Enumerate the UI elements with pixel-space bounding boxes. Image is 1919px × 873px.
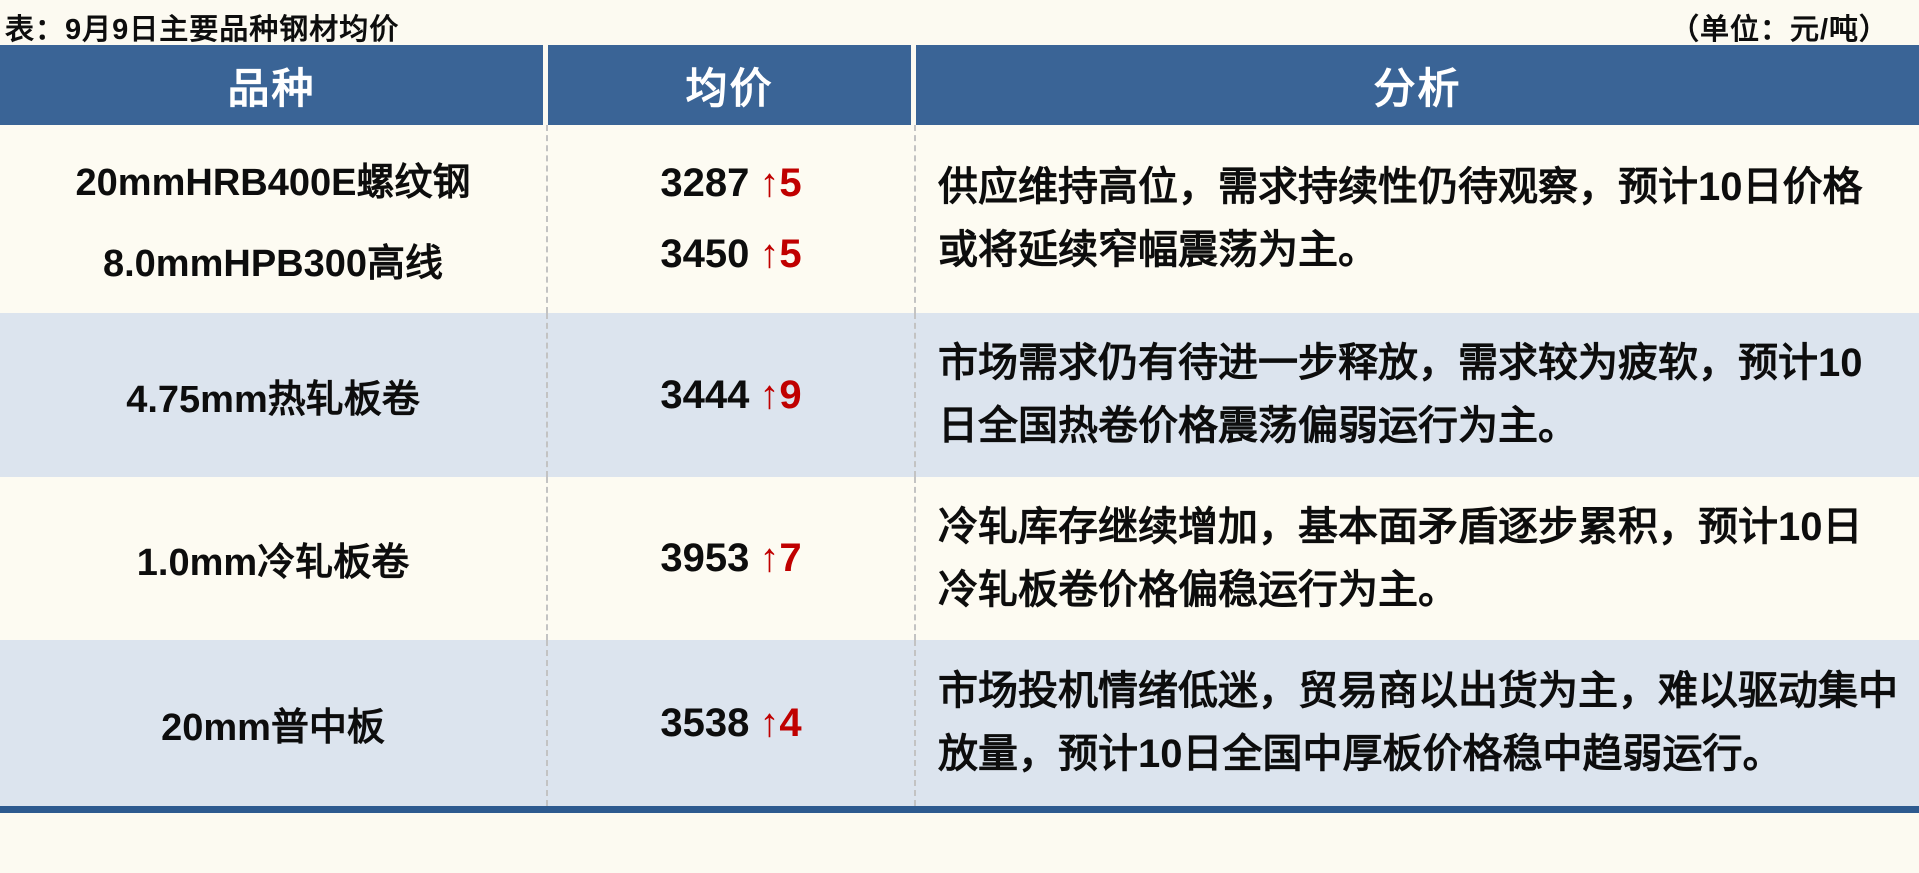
- unit-note: （单位：元/吨）: [1669, 14, 1889, 46]
- price-cell: 3953 ↑7: [548, 477, 916, 640]
- price-change-up: ↑5: [759, 161, 802, 205]
- price-value: 3287: [660, 161, 750, 205]
- column-header-avg-price: 均价: [548, 45, 916, 125]
- analysis-cell: 市场需求仍有待进一步释放，需求较为疲软，预计10 日全国热卷价格震荡偏弱运行为主…: [916, 313, 1919, 477]
- analysis-cell: 市场投机情绪低迷，贸易商以出货为主，难以驱动集中 放量，预计10日全国中厚板价格…: [916, 640, 1919, 806]
- price-change-up: ↑7: [759, 536, 802, 580]
- price-line: 3287 ↑5: [660, 161, 801, 206]
- price-cell: 3444 ↑9: [548, 313, 916, 477]
- analysis-text-line: 日全国热卷价格震荡偏弱运行为主。: [938, 404, 1578, 448]
- analysis-text-line: 放量，预计10日全国中厚板价格稳中趋弱运行。: [938, 732, 1783, 776]
- variety-name: 1.0mm冷轧板卷: [136, 542, 410, 584]
- variety-name: 20mm普中板: [161, 706, 385, 749]
- table-row: 20mmHRB400E螺纹钢 8.0mmHPB300高线 3287 ↑5 345…: [0, 125, 1919, 313]
- analysis-text-line: 或将延续窄幅震荡为主。: [938, 228, 1378, 272]
- price-change-up: ↑5: [759, 232, 802, 276]
- analysis-cell: 冷轧库存继续增加，基本面矛盾逐步累积，预计10日 冷轧板卷价格偏稳运行为主。: [916, 477, 1919, 640]
- price-change-up: ↑9: [759, 372, 802, 417]
- variety-name: 20mmHRB400E螺纹钢: [75, 162, 471, 204]
- title-bar: 表：9月9日主要品种钢材均价 （单位：元/吨）: [0, 0, 1919, 46]
- variety-name: 8.0mmHPB300高线: [102, 243, 444, 285]
- page-title: 表：9月9日主要品种钢材均价: [5, 14, 400, 46]
- table-header-row: 品种 均价 分析: [0, 45, 1919, 125]
- analysis-text-line: 冷轧板卷价格偏稳运行为主。: [938, 567, 1458, 612]
- price-change-up: ↑4: [759, 700, 802, 745]
- price-value: 3450: [660, 232, 750, 276]
- analysis-text-line: 市场投机情绪低迷，贸易商以出货为主，难以驱动集中: [938, 669, 1898, 713]
- table-row: 4.75mm热轧板卷 3444 ↑9 市场需求仍有待进一步释放，需求较为疲软，预…: [0, 313, 1919, 477]
- table-row: 20mm普中板 3538 ↑4 市场投机情绪低迷，贸易商以出货为主，难以驱动集中…: [0, 640, 1919, 806]
- table-row: 1.0mm冷轧板卷 3953 ↑7 冷轧库存继续增加，基本面矛盾逐步累积，预计1…: [0, 477, 1919, 640]
- price-line: 3538 ↑4: [660, 701, 801, 746]
- variety-cell: 20mmHRB400E螺纹钢 8.0mmHPB300高线: [0, 125, 548, 313]
- price-value: 3953: [660, 536, 750, 580]
- variety-cell: 1.0mm冷轧板卷: [0, 477, 548, 640]
- price-line: 3953 ↑7: [660, 536, 801, 581]
- price-value: 3444: [660, 372, 750, 417]
- price-cell: 3538 ↑4: [548, 640, 916, 806]
- analysis-cell: 供应维持高位，需求持续性仍待观察，预计10日价格 或将延续窄幅震荡为主。: [916, 125, 1919, 313]
- analysis-text-line: 冷轧库存继续增加，基本面矛盾逐步累积，预计10日: [938, 504, 1863, 549]
- price-line: 3444 ↑9: [660, 373, 801, 418]
- price-line: 3450 ↑5: [660, 232, 801, 277]
- analysis-text-line: 供应维持高位，需求持续性仍待观察，预计10日价格: [938, 165, 1863, 209]
- steel-price-table: 品种 均价 分析 20mmHRB400E螺纹钢 8.0mmHPB300高线 32…: [0, 45, 1919, 813]
- variety-cell: 4.75mm热轧板卷: [0, 313, 548, 477]
- price-value: 3538: [660, 700, 750, 745]
- variety-cell: 20mm普中板: [0, 640, 548, 806]
- column-header-analysis: 分析: [1373, 64, 1462, 112]
- column-header-variety: 品种: [0, 45, 548, 125]
- analysis-text-line: 市场需求仍有待进一步释放，需求较为疲软，预计10: [938, 341, 1863, 385]
- price-cell: 3287 ↑5 3450 ↑5: [548, 125, 916, 313]
- table-bottom-border: [0, 806, 1919, 813]
- variety-name: 4.75mm热轧板卷: [126, 378, 420, 421]
